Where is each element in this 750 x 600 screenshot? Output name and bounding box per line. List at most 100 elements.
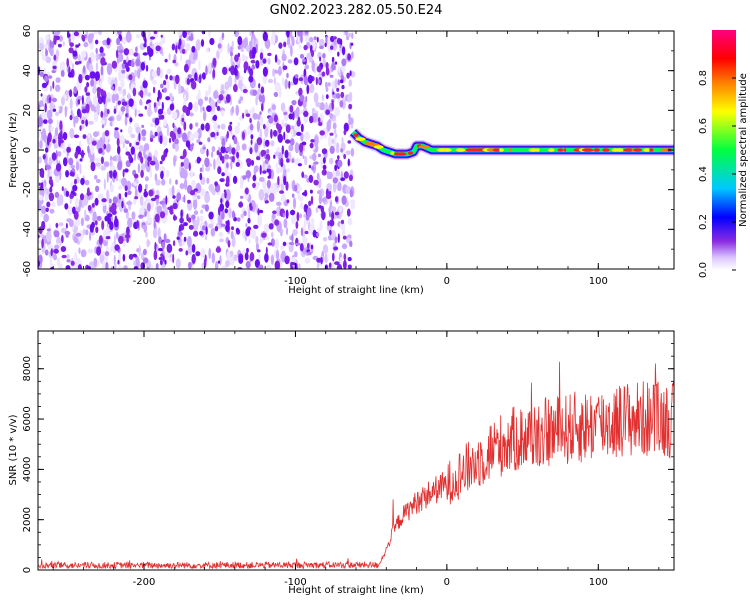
spectrogram-noise-cell: [141, 124, 145, 129]
spectrogram-noise-cell: [171, 185, 175, 197]
spectrogram-noise-cell: [348, 174, 353, 182]
spectrogram-noise-cell: [327, 220, 330, 227]
spectrogram-noise-cell: [68, 47, 74, 54]
spectrogram-noise-cell: [220, 90, 225, 95]
spectrogram-noise-cell: [333, 246, 339, 251]
spectrogram-noise-cell: [97, 193, 104, 200]
spectrogram-noise-cell: [330, 229, 336, 241]
spectrogram-noise-cell: [259, 237, 263, 244]
spectrogram-noise-cell: [249, 117, 252, 124]
spectrogram-noise-cell: [237, 45, 241, 50]
spectrogram-noise-cell: [85, 119, 88, 127]
spectrogram-noise-cell: [50, 248, 53, 257]
spectrogram-noise-cell: [268, 223, 274, 230]
spectrogram-noise-cell: [174, 138, 179, 145]
spectrogram-noise-cell: [341, 137, 344, 144]
colorbar-tick-label: 0.0: [698, 262, 709, 278]
spectrogram-noise-cell: [289, 235, 292, 241]
spectrogram-noise-cell: [38, 156, 42, 164]
spectrogram-noise-cell: [74, 178, 77, 185]
spectrogram-noise-cell: [249, 147, 253, 155]
spectrogram-noise-cell: [133, 173, 139, 179]
spectrogram-noise-cell: [100, 110, 104, 118]
spectrogram-peak-cell: [455, 148, 466, 152]
spectrogram-noise-cell: [347, 140, 352, 144]
spectrogram-noise-cell: [88, 63, 94, 73]
spectrogram-noise-cell: [293, 184, 298, 192]
spectrogram-noise-cell: [343, 171, 349, 179]
spectrogram-noise-cell: [45, 207, 49, 212]
spectrogram-noise-cell: [300, 227, 304, 236]
spectrogram-noise-cell: [235, 162, 240, 167]
spectrogram-noise-cell: [302, 192, 308, 196]
spectrogram-noise-cell: [123, 242, 126, 248]
spectrogram-peak-cell: [649, 148, 654, 152]
spectrogram-noise-cell: [174, 142, 179, 152]
spectrogram-noise-cell: [138, 245, 141, 257]
spectrogram-noise-cell: [212, 68, 216, 79]
spectrogram-noise-cell: [302, 100, 307, 108]
spectrogram-noise-cell: [69, 193, 74, 199]
spectrogram-noise-cell: [244, 187, 249, 195]
spectrogram-noise-cell: [78, 247, 81, 254]
spectrogram-noise-cell: [110, 184, 114, 193]
spectrogram-noise-cell: [195, 251, 201, 257]
spectrogram-noise-cell: [313, 36, 317, 40]
spectrogram-noise-cell: [172, 59, 176, 64]
spectrogram-noise-cell: [67, 33, 71, 38]
spectrogram-noise-cell: [230, 230, 234, 239]
spectrogram-noise-cell: [90, 71, 96, 79]
spectrogram-noise-cell: [44, 249, 49, 256]
spectrogram-noise-cell: [299, 213, 303, 219]
spectrogram-noise-cell: [88, 57, 92, 64]
spectrogram-noise-cell: [347, 158, 350, 167]
spectrogram-noise-cell: [138, 113, 144, 117]
spectrogram-peak-cell: [528, 148, 538, 152]
spectrogram-noise-cell: [238, 201, 244, 208]
spectrogram-noise-cell: [335, 170, 341, 177]
spectrogram-noise-cell: [262, 161, 267, 172]
spectrogram-noise-cell: [290, 45, 293, 57]
spectrogram-noise-cell: [176, 192, 182, 202]
spectrogram-noise-cell: [283, 109, 289, 122]
spectrogram-noise-cell: [188, 102, 193, 111]
spectrogram-noise-cell: [53, 54, 57, 61]
spectrogram-noise-cell: [140, 169, 144, 178]
spectrogram-noise-cell: [198, 141, 203, 145]
spectrogram-noise-cell: [215, 101, 218, 108]
spectrogram-noise-cell: [112, 172, 116, 178]
spectrogram-noise-cell: [331, 211, 335, 221]
spectrogram-noise-cell: [341, 225, 346, 237]
spectrogram-noise-cell: [232, 175, 238, 184]
spectrogram-noise-cell: [51, 70, 56, 74]
spectrogram-noise-cell: [127, 190, 132, 196]
spectrogram-noise-cell: [177, 231, 183, 236]
snr-series-line: [38, 361, 674, 570]
spectrogram-noise-cell: [286, 158, 290, 163]
spectrogram-noise-cell: [121, 101, 128, 106]
spectrogram-noise-cell: [123, 48, 130, 56]
spectrogram-noise-cell: [117, 145, 121, 155]
spectrogram-noise-cell: [348, 79, 353, 87]
spectrogram-noise-cell: [173, 155, 176, 167]
spectrogram-noise-cell: [144, 105, 147, 110]
spectrogram-noise-cell: [289, 138, 295, 146]
spectrogram-noise-cell: [331, 61, 336, 71]
spectrogram-noise-cell: [182, 148, 187, 158]
spectrogram-noise-cell: [220, 145, 226, 154]
spectrogram-noise-cell: [235, 104, 239, 116]
spectrogram-noise-cell: [95, 39, 99, 45]
spectrogram-noise-cell: [322, 244, 329, 254]
spectrogram-noise-cell: [298, 44, 302, 49]
spectrogram-noise-cell: [121, 177, 127, 187]
spectrogram-noise-cell: [209, 184, 215, 194]
spectrogram-noise-cell: [61, 254, 67, 259]
spectrogram-noise-cell: [245, 158, 252, 164]
spectrogram-noise-cell: [211, 146, 216, 152]
spectrogram-noise-cell: [216, 131, 219, 136]
spectrogram-noise-cell: [239, 195, 244, 199]
spectrogram-noise-cell: [315, 207, 319, 214]
spectrogram-noise-cell: [127, 125, 133, 135]
spectrogram-noise-cell: [176, 236, 180, 240]
snr-y-ticks: 0 2000 4000 6000 8000: [22, 330, 674, 573]
